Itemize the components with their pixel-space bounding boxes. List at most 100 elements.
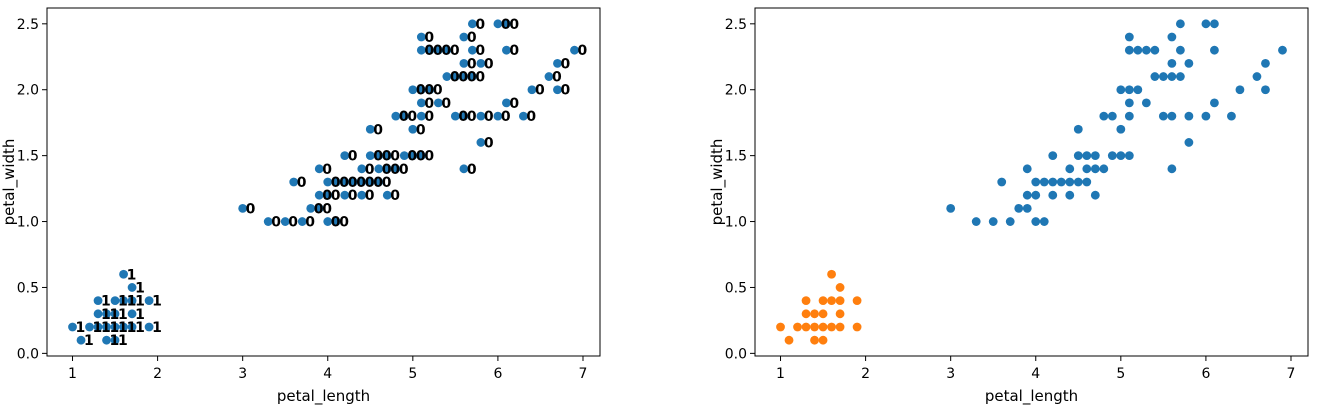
point-label: 0 bbox=[331, 175, 341, 191]
point-label: 1 bbox=[101, 320, 111, 336]
point-label: 0 bbox=[390, 162, 400, 178]
point-label: 0 bbox=[348, 149, 358, 165]
data-point bbox=[374, 151, 384, 161]
data-point bbox=[357, 177, 367, 187]
data-point bbox=[570, 45, 579, 55]
point-label: 1 bbox=[135, 320, 145, 336]
point-label: 0 bbox=[288, 215, 298, 231]
data-point bbox=[1022, 203, 1032, 213]
data-point bbox=[374, 177, 384, 187]
data-point bbox=[835, 283, 845, 292]
y-tick-label: 2.5 bbox=[17, 17, 39, 33]
plot-frame bbox=[754, 7, 1309, 357]
x-axis-label: petal_length bbox=[277, 387, 370, 406]
data-point bbox=[1090, 164, 1100, 174]
data-point bbox=[1039, 217, 1049, 226]
data-point bbox=[1099, 111, 1109, 121]
data-point bbox=[1082, 177, 1092, 187]
data-point bbox=[382, 151, 392, 161]
y-tick-label: 1.0 bbox=[17, 215, 39, 231]
data-point bbox=[391, 164, 401, 174]
data-point bbox=[1116, 124, 1126, 134]
data-point bbox=[467, 45, 477, 55]
point-label: 1 bbox=[127, 267, 137, 283]
data-point bbox=[1048, 151, 1058, 161]
x-tick-label: 3 bbox=[946, 366, 955, 382]
data-point bbox=[1261, 58, 1270, 68]
data-point bbox=[382, 164, 392, 174]
data-point bbox=[459, 111, 469, 121]
data-point bbox=[110, 296, 120, 306]
x-tick-label: 4 bbox=[323, 366, 332, 382]
data-point bbox=[502, 45, 511, 55]
data-point bbox=[1124, 151, 1134, 161]
data-point bbox=[801, 296, 811, 306]
data-point bbox=[306, 203, 316, 213]
data-point bbox=[93, 296, 103, 306]
data-point bbox=[835, 296, 845, 306]
point-label: 0 bbox=[560, 56, 570, 72]
point-label: 0 bbox=[501, 109, 511, 125]
data-point bbox=[493, 111, 503, 121]
data-point bbox=[1141, 45, 1151, 55]
point-label: 0 bbox=[441, 96, 451, 112]
data-point bbox=[1056, 177, 1066, 187]
data-point bbox=[1184, 111, 1194, 121]
data-point bbox=[416, 151, 426, 161]
data-point bbox=[442, 45, 452, 55]
data-point bbox=[314, 190, 324, 200]
point-label: 1 bbox=[110, 320, 120, 336]
data-point bbox=[1090, 151, 1100, 161]
data-point bbox=[102, 309, 111, 319]
data-point bbox=[544, 72, 554, 81]
data-point bbox=[85, 322, 94, 332]
point-label: 0 bbox=[373, 175, 383, 191]
x-tick-label: 1 bbox=[776, 366, 785, 382]
point-label: 0 bbox=[373, 122, 383, 138]
data-point bbox=[1065, 164, 1075, 174]
data-point bbox=[382, 190, 392, 200]
point-label: 0 bbox=[433, 83, 443, 99]
data-point bbox=[93, 309, 103, 319]
y-tick-label: 0.0 bbox=[725, 346, 747, 362]
point-label: 0 bbox=[475, 17, 485, 33]
y-tick-label: 2.0 bbox=[17, 83, 39, 99]
x-tick-label: 4 bbox=[1031, 366, 1040, 382]
data-point bbox=[416, 85, 426, 95]
data-point bbox=[1167, 164, 1177, 174]
point-label: 0 bbox=[365, 162, 375, 178]
data-point bbox=[835, 309, 845, 319]
point-label: 0 bbox=[407, 109, 417, 125]
data-point bbox=[1227, 111, 1236, 121]
data-point bbox=[1261, 85, 1270, 95]
data-point bbox=[323, 177, 333, 187]
data-point bbox=[331, 217, 341, 226]
subplot-2: 1 2 3 4 5 6 7 0.0 0.5 1.0 1.5 2.0 2.5 petal_length pet… bbox=[708, 7, 1309, 406]
point-label: 0 bbox=[433, 43, 443, 59]
data-point bbox=[331, 177, 341, 187]
x-tick-label: 6 bbox=[493, 366, 502, 382]
point-label: 0 bbox=[560, 83, 570, 99]
data-point bbox=[1210, 98, 1219, 108]
data-point bbox=[1082, 164, 1092, 174]
data-point bbox=[127, 283, 137, 292]
data-point bbox=[1073, 124, 1083, 134]
point-label: 1 bbox=[93, 320, 103, 336]
data-point bbox=[399, 151, 409, 161]
x-axis-label: petal_length bbox=[985, 387, 1078, 406]
data-point bbox=[119, 269, 128, 279]
data-point bbox=[476, 138, 486, 147]
data-point bbox=[365, 124, 375, 134]
x-tick-label: 7 bbox=[1287, 366, 1296, 382]
y-tick-label: 0.5 bbox=[17, 280, 39, 296]
data-point bbox=[1073, 151, 1083, 161]
point-label: 0 bbox=[314, 201, 324, 217]
data-point bbox=[425, 45, 435, 55]
data-point bbox=[1099, 164, 1109, 174]
data-point bbox=[459, 72, 469, 81]
x-tick-label: 7 bbox=[579, 366, 588, 382]
data-point bbox=[365, 177, 375, 187]
data-point bbox=[1073, 177, 1083, 187]
data-point bbox=[1175, 19, 1185, 29]
